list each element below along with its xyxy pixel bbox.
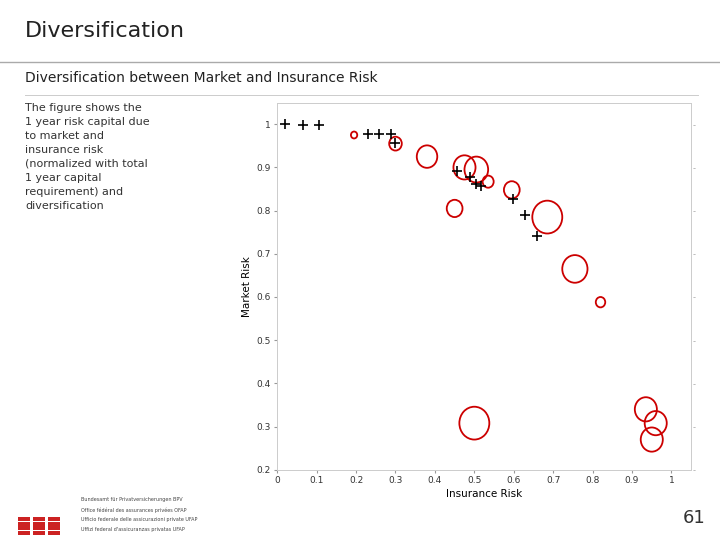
Bar xyxy=(32,522,45,525)
Text: Office fédéral des assurances privées OFAP: Office fédéral des assurances privées OF… xyxy=(81,507,186,512)
Bar xyxy=(48,526,60,530)
Y-axis label: Market Risk: Market Risk xyxy=(243,256,253,316)
Bar xyxy=(17,517,30,521)
Bar xyxy=(48,522,60,525)
Text: Diversification: Diversification xyxy=(25,21,185,41)
Bar xyxy=(17,522,30,525)
Bar xyxy=(32,531,45,535)
Text: Bundesamt für Privatversicherungen BPV: Bundesamt für Privatversicherungen BPV xyxy=(81,497,183,502)
Bar xyxy=(32,526,45,530)
Text: Ufficio federale delle assicurazioni private UFAP: Ufficio federale delle assicurazioni pri… xyxy=(81,517,197,522)
Bar xyxy=(17,526,30,530)
Text: 61: 61 xyxy=(683,509,706,527)
Bar xyxy=(32,517,45,521)
Text: Uffizi federal d'assicuranzas privatas UFAP: Uffizi federal d'assicuranzas privatas U… xyxy=(81,526,184,531)
Text: The figure shows the
1 year risk capital due
to market and
insurance risk
(norma: The figure shows the 1 year risk capital… xyxy=(25,103,150,211)
X-axis label: Insurance Risk: Insurance Risk xyxy=(446,489,522,499)
Bar xyxy=(48,517,60,521)
Bar xyxy=(48,531,60,535)
Bar xyxy=(17,531,30,535)
Text: Diversification between Market and Insurance Risk: Diversification between Market and Insur… xyxy=(25,71,378,85)
